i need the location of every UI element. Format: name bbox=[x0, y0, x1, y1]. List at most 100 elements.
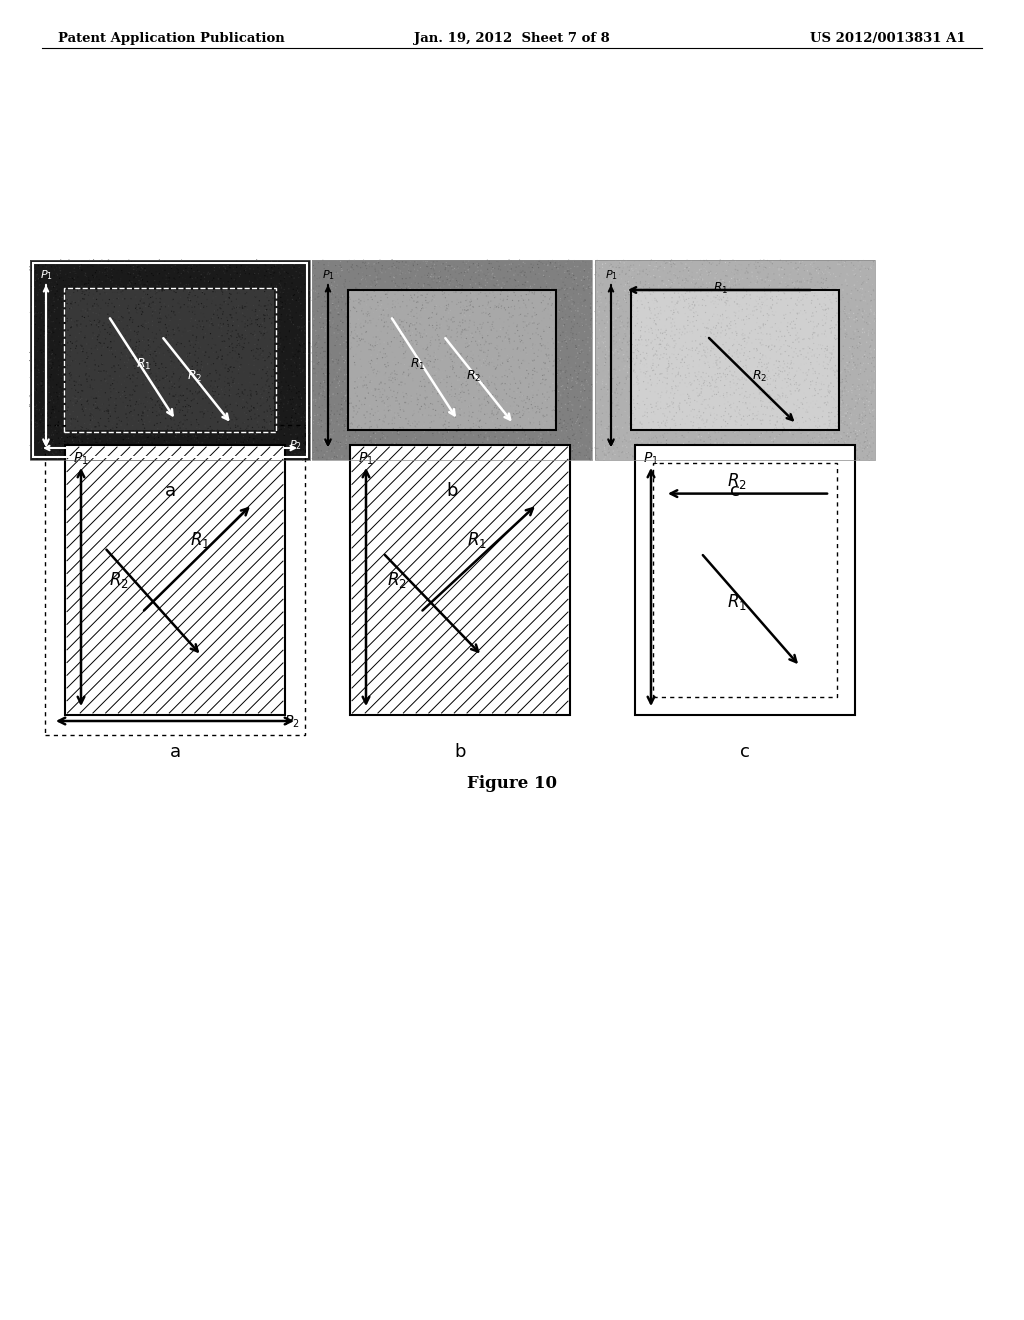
Point bbox=[333, 251, 349, 272]
Point bbox=[184, 296, 201, 317]
Point bbox=[624, 389, 640, 411]
Point bbox=[692, 290, 709, 312]
Point bbox=[644, 330, 660, 351]
Point bbox=[866, 322, 883, 343]
Point bbox=[638, 301, 654, 322]
Point bbox=[182, 424, 199, 445]
Point bbox=[427, 360, 443, 381]
Point bbox=[78, 368, 94, 389]
Point bbox=[416, 358, 432, 379]
Point bbox=[650, 414, 667, 436]
Point bbox=[98, 360, 115, 381]
Point bbox=[691, 285, 708, 306]
Point bbox=[386, 290, 402, 312]
Point bbox=[80, 420, 96, 441]
Point bbox=[709, 306, 725, 327]
Point bbox=[458, 327, 474, 348]
Point bbox=[659, 333, 676, 354]
Point bbox=[305, 389, 322, 411]
Point bbox=[820, 403, 837, 424]
Point bbox=[165, 445, 181, 466]
Point bbox=[862, 407, 879, 428]
Point bbox=[55, 341, 72, 362]
Point bbox=[262, 449, 279, 470]
Point bbox=[749, 286, 765, 308]
Point bbox=[61, 379, 78, 400]
Point bbox=[559, 385, 575, 407]
Point bbox=[242, 449, 258, 470]
Point bbox=[726, 391, 742, 412]
Point bbox=[189, 389, 206, 411]
Point bbox=[316, 370, 333, 391]
Point bbox=[294, 449, 310, 470]
Point bbox=[511, 289, 527, 310]
Point bbox=[652, 297, 669, 318]
Point bbox=[814, 315, 830, 337]
Point bbox=[29, 367, 45, 388]
Point bbox=[348, 282, 365, 304]
Point bbox=[620, 444, 636, 465]
Point bbox=[685, 393, 701, 414]
Point bbox=[703, 339, 720, 360]
Point bbox=[749, 313, 765, 334]
Point bbox=[119, 322, 135, 343]
Point bbox=[658, 343, 675, 364]
Point bbox=[230, 296, 247, 317]
Point bbox=[114, 273, 130, 294]
Point bbox=[656, 422, 673, 444]
Point bbox=[370, 319, 386, 341]
Point bbox=[339, 251, 355, 272]
Point bbox=[775, 444, 792, 465]
Point bbox=[132, 253, 148, 275]
Point bbox=[646, 288, 663, 309]
Point bbox=[800, 393, 816, 414]
Point bbox=[372, 387, 388, 408]
Point bbox=[134, 345, 151, 366]
Point bbox=[566, 269, 583, 290]
Point bbox=[406, 306, 422, 327]
Point bbox=[207, 261, 223, 282]
Point bbox=[395, 273, 412, 294]
Point bbox=[766, 414, 782, 436]
Point bbox=[123, 413, 139, 434]
Point bbox=[181, 319, 198, 341]
Point bbox=[712, 298, 728, 319]
Point bbox=[334, 445, 350, 466]
Point bbox=[694, 379, 711, 400]
Point bbox=[30, 284, 46, 305]
Point bbox=[700, 334, 717, 355]
Point bbox=[450, 396, 466, 417]
Point bbox=[424, 290, 440, 312]
Point bbox=[142, 367, 159, 388]
Point bbox=[738, 364, 755, 385]
Point bbox=[637, 286, 653, 308]
Point bbox=[135, 302, 152, 323]
Point bbox=[812, 379, 828, 400]
Point bbox=[699, 375, 716, 396]
Point bbox=[317, 364, 334, 385]
Point bbox=[368, 331, 384, 352]
Point bbox=[173, 309, 189, 330]
Point bbox=[393, 341, 410, 362]
Point bbox=[688, 292, 705, 313]
Point bbox=[211, 444, 227, 465]
Point bbox=[96, 401, 113, 422]
Point bbox=[631, 395, 647, 416]
Point bbox=[184, 359, 201, 380]
Point bbox=[574, 366, 591, 387]
Point bbox=[181, 289, 198, 310]
Point bbox=[309, 280, 326, 301]
Point bbox=[450, 341, 466, 362]
Point bbox=[810, 407, 826, 428]
Point bbox=[177, 387, 194, 408]
Point bbox=[771, 264, 787, 285]
Point bbox=[219, 399, 236, 420]
Point bbox=[540, 334, 556, 355]
Point bbox=[489, 343, 506, 364]
Point bbox=[113, 442, 129, 463]
Point bbox=[759, 249, 775, 271]
Point bbox=[699, 290, 716, 312]
Point bbox=[386, 264, 402, 285]
Point bbox=[257, 321, 273, 342]
Point bbox=[440, 442, 457, 463]
